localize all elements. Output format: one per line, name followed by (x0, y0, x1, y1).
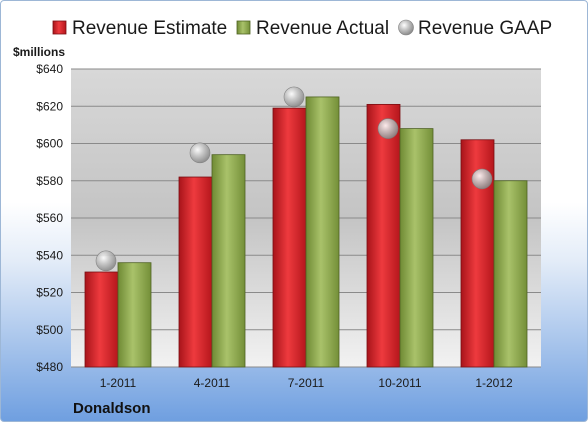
bar-revenue-estimate (84, 271, 119, 368)
bar-revenue-actual (211, 154, 246, 368)
x-tick-label: 1-2011 (100, 376, 137, 390)
bar-revenue-estimate (272, 107, 307, 368)
chart-marks (84, 86, 528, 368)
y-tick-label: $560 (36, 211, 63, 225)
legend-label: Revenue GAAP (418, 18, 552, 39)
legend-swatch (52, 20, 67, 35)
point-revenue-gaap (471, 168, 493, 190)
point-revenue-gaap (283, 86, 305, 108)
y-tick-label: $600 (36, 137, 63, 151)
bar-revenue-estimate (178, 176, 213, 368)
y-tick-label: $540 (36, 248, 63, 262)
bar-revenue-actual (493, 180, 528, 368)
point-revenue-gaap (189, 142, 211, 164)
company-label: Donaldson (73, 400, 151, 417)
bar-revenue-estimate (366, 103, 401, 368)
x-tick-label: 1-2012 (475, 376, 513, 390)
y-tick-label: $580 (36, 174, 63, 188)
y-tick-label: $640 (36, 62, 63, 76)
bar-revenue-actual (117, 262, 152, 368)
legend-label: Revenue Actual (256, 18, 389, 39)
point-revenue-gaap (377, 118, 399, 139)
legend-label: Revenue Estimate (72, 18, 227, 39)
y-tick-label: $500 (36, 323, 63, 337)
y-tick-label: $480 (36, 360, 63, 374)
y-axis-unit-label: $millions (13, 45, 65, 59)
x-axis-ticks: 1-2011 4-2011 7-2011 10-2011 1-2012 (100, 376, 513, 390)
x-tick-label: 10-2011 (378, 376, 421, 390)
x-tick-label: 4-2011 (194, 376, 231, 390)
x-tick-label: 7-2011 (288, 376, 325, 390)
y-tick-label: $620 (36, 99, 63, 113)
legend: Revenue Estimate Revenue Actual Revenue GA… (52, 18, 552, 39)
y-axis-ticks: $480 $500 $520 $540 $560 $580 $600 $620 $640 (36, 62, 63, 374)
legend-swatch (236, 20, 251, 35)
bar-revenue-actual (399, 128, 434, 368)
bar-revenue-actual (305, 96, 340, 368)
legend-swatch (398, 19, 414, 36)
y-tick-label: $520 (36, 286, 63, 300)
point-revenue-gaap (95, 250, 117, 272)
